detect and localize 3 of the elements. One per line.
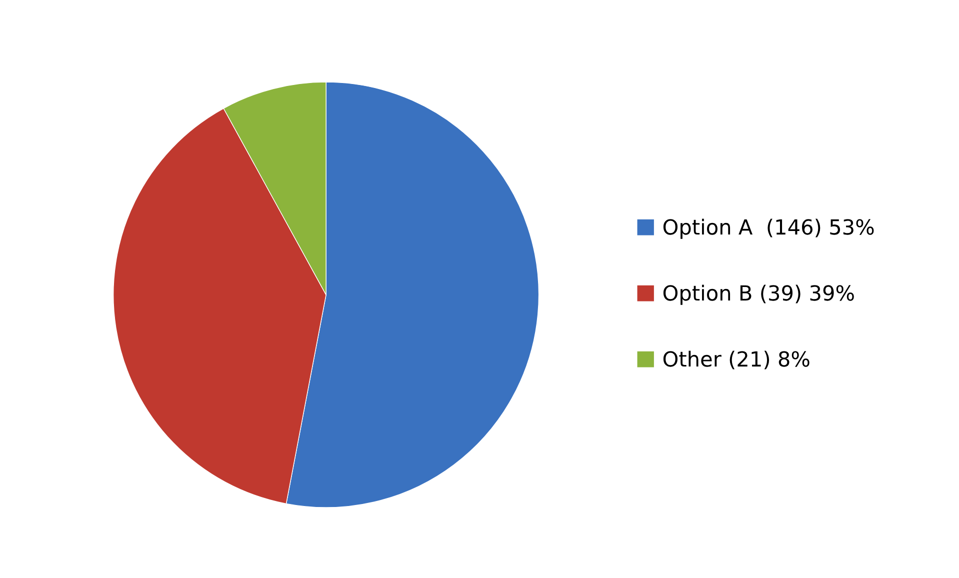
legend-label: Option B (39) 39% — [663, 284, 854, 305]
legend-label: Other (21) 8% — [663, 350, 810, 370]
legend-label: Option A (146) 53% — [663, 218, 874, 239]
